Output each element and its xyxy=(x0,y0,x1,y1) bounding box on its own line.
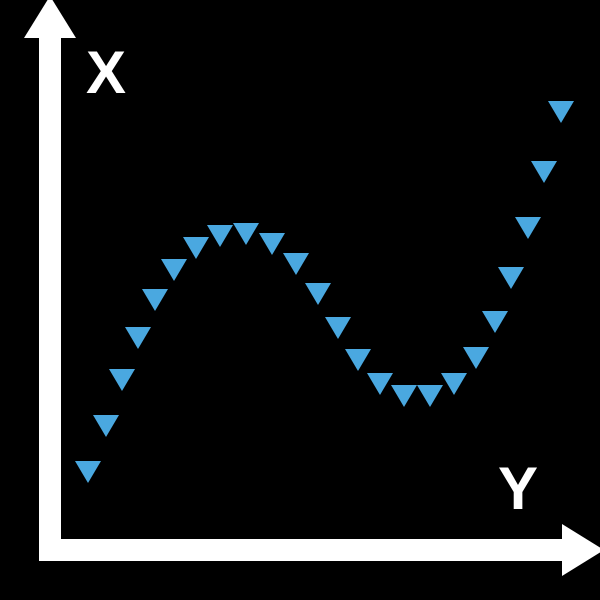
curve-marker-icon xyxy=(463,347,489,369)
curve-marker-icon xyxy=(75,461,101,483)
curve-marker-icon xyxy=(259,233,285,255)
curve-marker-icon xyxy=(391,385,417,407)
curve-marker-icon xyxy=(283,253,309,275)
curve-marker-icon xyxy=(142,289,168,311)
curve-marker-icon xyxy=(109,369,135,391)
curve-marker-icon xyxy=(548,101,574,123)
curve-marker-icon xyxy=(531,161,557,183)
curve-marker-icon xyxy=(93,415,119,437)
curve-marker-icon xyxy=(482,311,508,333)
curve-marker-icon xyxy=(498,267,524,289)
curve-marker-icon xyxy=(207,225,233,247)
curve-marker-icon xyxy=(325,317,351,339)
y-axis-arrow-icon xyxy=(24,0,76,38)
y-axis xyxy=(39,34,61,561)
curve-marker-icon xyxy=(233,223,259,245)
curve-marker-icon xyxy=(161,259,187,281)
curve-marker-icon xyxy=(125,327,151,349)
x-axis xyxy=(39,539,566,561)
curve-marker-icon xyxy=(367,373,393,395)
curve-marker-icon xyxy=(183,237,209,259)
curve-marker-icon xyxy=(417,385,443,407)
curve-marker-icon xyxy=(441,373,467,395)
x-axis-label: Y xyxy=(498,454,540,523)
curve-marker-icon xyxy=(345,349,371,371)
chart-icon: X Y xyxy=(0,0,600,600)
x-axis-arrow-icon xyxy=(562,524,600,576)
curve-marker-icon xyxy=(305,283,331,305)
y-axis-label: X xyxy=(86,38,128,107)
curve-marker-icon xyxy=(515,217,541,239)
